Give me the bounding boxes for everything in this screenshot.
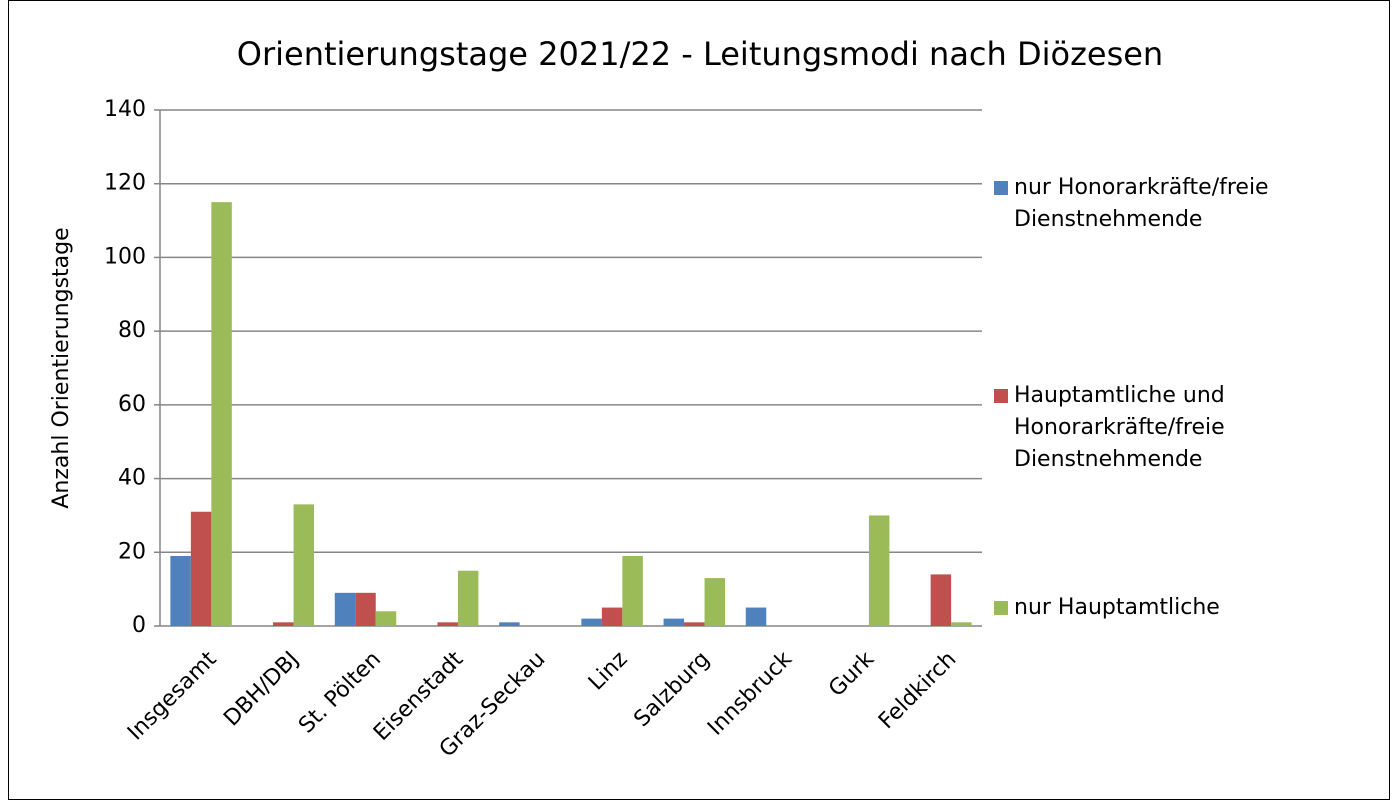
y-tick-label: 20 xyxy=(118,539,146,564)
bar xyxy=(951,622,972,626)
legend-label: nur Hauptamtliche xyxy=(1014,595,1220,620)
bar xyxy=(601,607,623,626)
bar xyxy=(437,622,458,626)
bar xyxy=(581,618,602,626)
y-axis-label: Anzahl Orientierungstage xyxy=(49,227,74,508)
legend-label: nur Honorarkräfte/freie Dienstnehmende xyxy=(1014,175,1269,232)
bar xyxy=(745,607,767,626)
x-tick-label: Gurk xyxy=(824,647,879,702)
x-tick-label: Salzburg xyxy=(629,647,714,732)
bar xyxy=(190,511,212,626)
bar xyxy=(930,574,952,626)
bar xyxy=(457,570,479,626)
y-tick-label: 80 xyxy=(118,318,146,343)
bar xyxy=(293,504,315,626)
bar xyxy=(499,622,520,626)
x-tick-label: DBH/DBJ xyxy=(219,647,304,732)
legend-item: nur Hauptamtliche xyxy=(994,592,1294,624)
legend-swatch xyxy=(994,181,1008,195)
y-tick-label: 60 xyxy=(118,392,146,417)
bar xyxy=(704,578,726,626)
bar xyxy=(355,592,376,626)
bar xyxy=(868,515,890,626)
x-tick-label: Linz xyxy=(584,647,633,696)
bar xyxy=(622,555,643,626)
bar xyxy=(334,592,356,626)
y-tick-label: 120 xyxy=(104,171,146,196)
y-tick-label: 0 xyxy=(132,613,146,638)
bar xyxy=(663,618,685,626)
legend-label: Hauptamtliche und Honorarkräfte/freie Di… xyxy=(1014,383,1225,472)
x-tick-label: Insgesamt xyxy=(123,647,222,746)
bar xyxy=(211,202,232,626)
bar xyxy=(170,555,191,626)
x-tick-label: Feldkirch xyxy=(874,647,961,734)
bar xyxy=(273,622,294,626)
legend-swatch xyxy=(994,389,1008,403)
chart-frame xyxy=(8,0,1390,800)
bar xyxy=(375,611,397,626)
y-tick-label: 100 xyxy=(104,244,146,269)
legend-item: nur Honorarkräfte/freie Dienstnehmende xyxy=(994,172,1294,236)
legend-swatch xyxy=(994,601,1008,615)
x-tick-label: Innsbruck xyxy=(703,647,797,741)
y-tick-label: 140 xyxy=(104,97,146,122)
y-tick-label: 40 xyxy=(118,466,146,491)
chart-title: Orientierungstage 2021/22 - Leitungsmodi… xyxy=(237,35,1163,73)
legend-item: Hauptamtliche und Honorarkräfte/freie Di… xyxy=(994,380,1294,476)
bar xyxy=(684,622,705,626)
